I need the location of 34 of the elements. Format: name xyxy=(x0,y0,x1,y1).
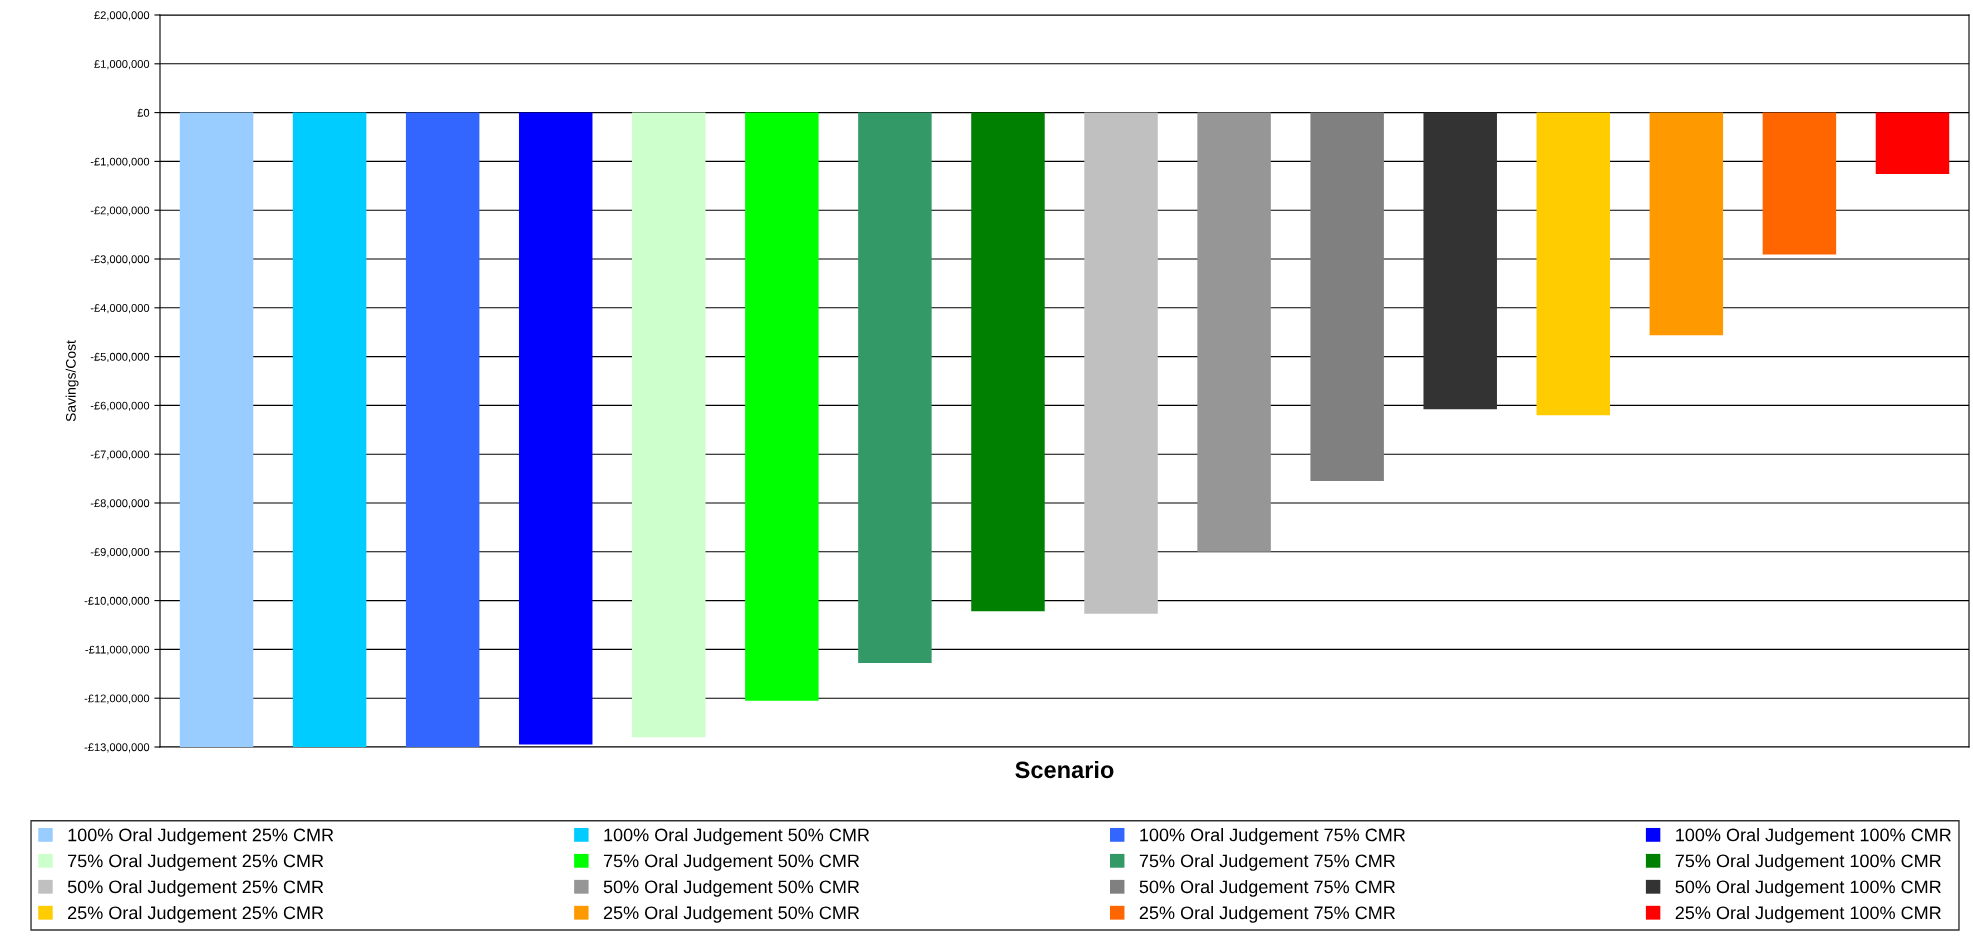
legend-label: 25% Oral Judgement 75% CMR xyxy=(1139,905,1395,923)
legend-label: 75% Oral Judgement 50% CMR xyxy=(603,854,860,871)
legend-label: 50% Oral Judgement 25% CMR xyxy=(67,879,324,897)
legend-label: 100% Oral Judgement 25% CMR xyxy=(68,828,334,845)
y-tick-label: -£9,000,000 xyxy=(90,548,150,558)
legend-label: 25% Oral Judgement 50% CMR xyxy=(603,905,860,923)
y-tick-label: £0 xyxy=(137,108,150,117)
y-tick-label: -£5,000,000 xyxy=(90,352,150,363)
legend-label: 100% Oral Judgement 100% CMR xyxy=(1676,828,1951,845)
legend-label: 100% Oral Judgement 50% CMR xyxy=(604,828,870,845)
y-tick-label: -£4,000,000 xyxy=(90,304,150,314)
legend-label: 25% Oral Judgement 25% CMR xyxy=(68,905,324,923)
x-axis-title: Scenario xyxy=(1015,760,1114,779)
y-tick-label: -£11,000,000 xyxy=(85,645,150,655)
legend-label: 100% Oral Judgement 75% CMR xyxy=(1140,828,1406,845)
legend-label: 50% Oral Judgement 100% CMR xyxy=(1675,879,1941,897)
y-axis-title: Savings/Cost xyxy=(65,340,79,422)
legend-label: 50% Oral Judgement 50% CMR xyxy=(603,879,860,897)
y-tick-label: -£13,000,000 xyxy=(84,743,150,753)
legend-label: 25% Oral Judgement 100% CMR xyxy=(1675,905,1941,923)
legend-label: 75% Oral Judgement 75% CMR xyxy=(1139,854,1395,871)
y-tick-label: -£12,000,000 xyxy=(84,694,150,704)
y-tick-label: -£6,000,000 xyxy=(90,401,150,411)
legend-label: 50% Oral Judgement 75% CMR xyxy=(1139,879,1395,897)
y-tick-label: £1,000,000 xyxy=(94,60,150,70)
y-tick-label: -£8,000,000 xyxy=(90,499,150,509)
legend-label: 75% Oral Judgement 100% CMR xyxy=(1675,854,1941,871)
y-tick-label: -£10,000,000 xyxy=(84,596,150,607)
y-tick-label: -£3,000,000 xyxy=(90,255,150,265)
y-tick-label: -£2,000,000 xyxy=(90,206,150,216)
legend-label: 75% Oral Judgement 25% CMR xyxy=(68,854,324,871)
y-tick-label: -£7,000,000 xyxy=(90,450,150,460)
y-tick-label: £2,000,000 xyxy=(94,11,150,21)
y-tick-label: -£1,000,000 xyxy=(90,157,150,167)
